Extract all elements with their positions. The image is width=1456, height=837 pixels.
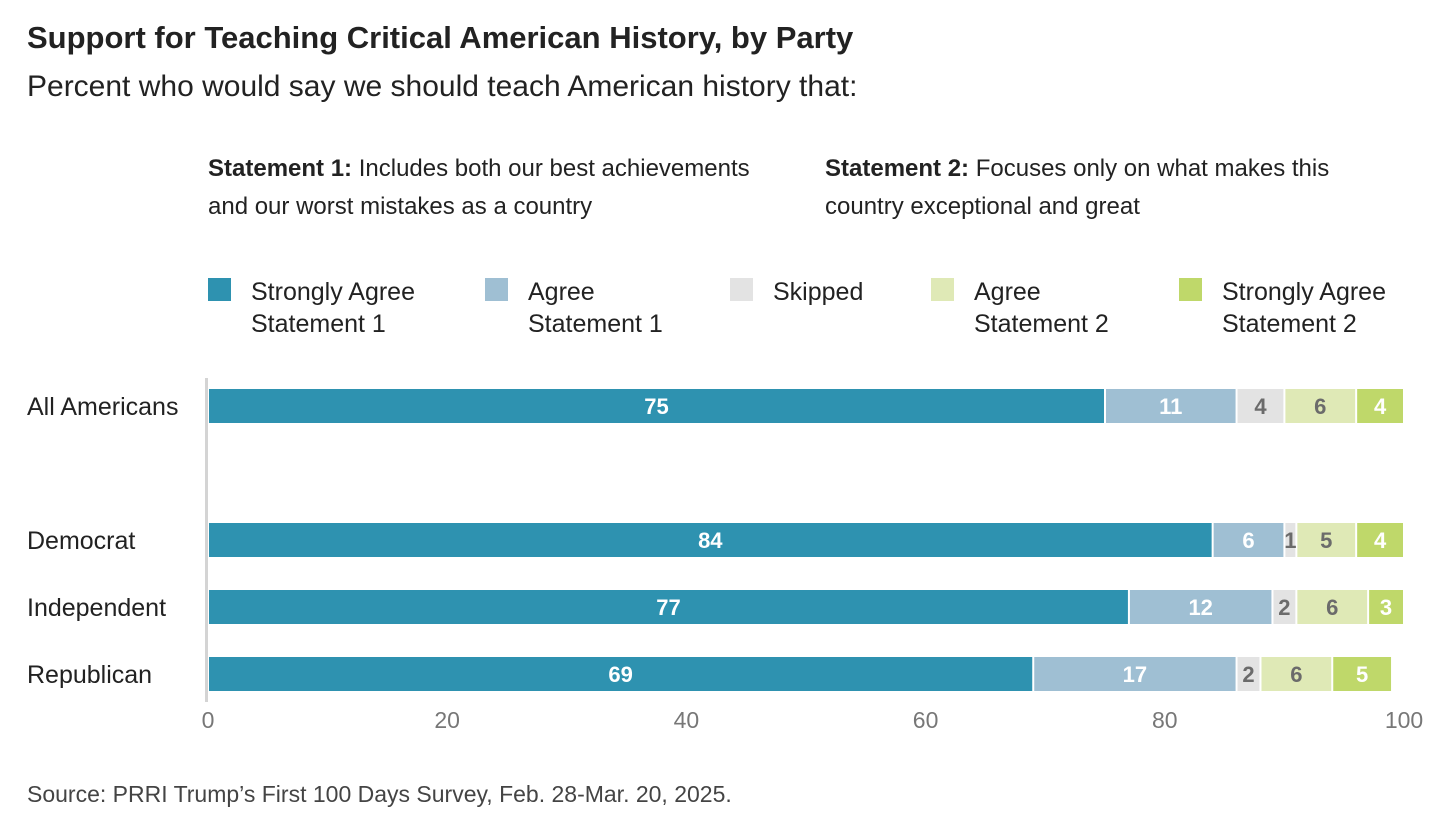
legend-swatch — [931, 278, 954, 301]
x-tick-label-100: 100 — [1385, 707, 1423, 733]
statement-1-text: Includes both our best achievements — [358, 155, 750, 182]
legend-label: Agree — [528, 278, 595, 306]
statement-2-text-line2: country exceptional and great — [825, 193, 1140, 220]
data-label-republican-0: 69 — [608, 662, 632, 687]
legend-swatch — [1179, 278, 1202, 301]
bar-segment-republican-1 — [1034, 657, 1236, 691]
statement-2-text: Focuses only on what makes this — [975, 155, 1330, 182]
data-label-all-americans-0: 75 — [644, 394, 668, 419]
data-label-independent-4: 3 — [1380, 595, 1392, 620]
bar-segment-independent-0 — [209, 590, 1128, 624]
x-tick-label-60: 60 — [913, 707, 939, 733]
x-tick-label-20: 20 — [434, 707, 460, 733]
legend-swatch — [730, 278, 753, 301]
x-tick-label-40: 40 — [674, 707, 700, 733]
bar-segment-democrat-0 — [209, 523, 1212, 557]
bar-segment-independent-4 — [1369, 590, 1403, 624]
bar-segment-democrat-4 — [1357, 523, 1403, 557]
bar-segment-republican-0 — [209, 657, 1033, 691]
data-label-all-americans-3: 6 — [1314, 394, 1326, 419]
bar-segment-republican-3 — [1261, 657, 1332, 691]
category-label-all-americans: All Americans — [27, 393, 178, 421]
bar-segment-democrat-1 — [1213, 523, 1284, 557]
data-label-republican-3: 6 — [1290, 662, 1302, 687]
data-label-independent-3: 6 — [1326, 595, 1338, 620]
data-label-all-americans-4: 4 — [1374, 394, 1387, 419]
legend-label-line2: Statement 2 — [974, 310, 1109, 338]
legend-label: Agree — [974, 278, 1041, 306]
data-label-all-americans-1: 11 — [1159, 394, 1182, 419]
category-label-independent: Independent — [27, 594, 166, 622]
legend-swatch — [208, 278, 231, 301]
data-label-independent-2: 2 — [1278, 595, 1290, 620]
bar-segment-all-americans-2 — [1237, 389, 1284, 423]
data-label-democrat-2: 1 — [1284, 528, 1296, 553]
bar-segment-democrat-3 — [1297, 523, 1356, 557]
legend-label: Strongly Agree — [251, 278, 415, 306]
bar-segment-independent-3 — [1297, 590, 1368, 624]
x-tick-label-80: 80 — [1152, 707, 1178, 733]
bar-segment-all-americans-1 — [1106, 389, 1236, 423]
category-label-republican: Republican — [27, 661, 152, 689]
data-label-independent-0: 77 — [656, 595, 680, 620]
bar-segment-all-americans-0 — [209, 389, 1104, 423]
data-label-republican-2: 2 — [1242, 662, 1254, 687]
data-label-democrat-4: 4 — [1374, 528, 1387, 553]
data-label-independent-1: 12 — [1188, 595, 1212, 620]
data-label-democrat-0: 84 — [698, 528, 723, 553]
category-label-democrat: Democrat — [27, 527, 135, 555]
bar-segment-independent-1 — [1129, 590, 1272, 624]
data-label-all-americans-2: 4 — [1254, 394, 1267, 419]
legend-swatch — [485, 278, 508, 301]
source-note: Source: PRRI Trump’s First 100 Days Surv… — [27, 781, 732, 807]
data-label-republican-4: 5 — [1356, 662, 1368, 687]
chart-subtitle: Percent who would say we should teach Am… — [27, 70, 858, 103]
data-label-republican-1: 17 — [1123, 662, 1147, 687]
bar-segment-republican-4 — [1333, 657, 1392, 691]
data-label-democrat-3: 5 — [1320, 528, 1332, 553]
legend-label-line2: Statement 2 — [1222, 310, 1357, 338]
legend-label-line2: Statement 1 — [528, 310, 663, 338]
statement-1-label: Statement 1: — [208, 155, 353, 182]
data-label-democrat-1: 6 — [1242, 528, 1254, 553]
statement-2-label: Statement 2: — [825, 155, 970, 182]
statement-1: Statement 1: Includes both our best achi… — [208, 150, 750, 226]
statement-2: Statement 2: Focuses only on what makes … — [825, 150, 1329, 226]
chart-title: Support for Teaching Critical American H… — [27, 20, 854, 55]
statement-1-text-line2: and our worst mistakes as a country — [208, 193, 593, 220]
legend-label-line2: Statement 1 — [251, 310, 386, 338]
bar-segment-democrat-2 — [1285, 523, 1296, 557]
legend-label: Strongly Agree — [1222, 278, 1386, 306]
bar-segment-republican-2 — [1237, 657, 1260, 691]
bar-segment-all-americans-4 — [1357, 389, 1403, 423]
x-tick-label-0: 0 — [202, 707, 215, 733]
bar-segment-all-americans-3 — [1285, 389, 1356, 423]
legend-label: Skipped — [773, 278, 864, 306]
bar-segment-independent-2 — [1273, 590, 1296, 624]
